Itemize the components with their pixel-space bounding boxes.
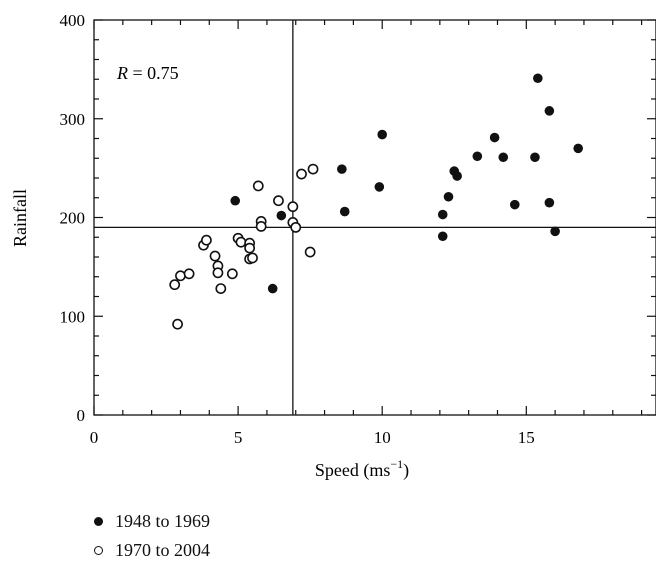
point-1970-2004	[226, 268, 238, 280]
point-1970-2004	[209, 250, 221, 262]
point-1948-1969	[230, 195, 241, 206]
legend-label: 1970 to 2004	[115, 540, 211, 560]
point-1970-2004	[212, 267, 224, 279]
point-1970-2004	[307, 163, 319, 175]
y-tick-label: 400	[60, 11, 86, 30]
point-1970-2004	[273, 195, 284, 207]
point-1970-2004	[169, 279, 181, 291]
point-1970-2004	[235, 236, 247, 248]
point-1948-1969	[437, 231, 448, 242]
point-1948-1969	[530, 152, 540, 163]
y-tick-label: 200	[60, 209, 86, 228]
point-1948-1969	[374, 182, 385, 192]
point-1970-2004	[304, 246, 316, 258]
point-1970-2004	[252, 180, 264, 192]
point-1970-2004	[287, 201, 299, 213]
point-1948-1969	[550, 226, 560, 237]
point-1948-1969	[498, 152, 509, 163]
point-1970-2004	[215, 283, 227, 294]
x-tick-label: 0	[90, 428, 99, 447]
point-1948-1969	[339, 206, 350, 217]
filled-circle-marker-icon	[94, 517, 103, 526]
x-tick-label: 5	[234, 428, 243, 447]
point-1948-1969	[452, 171, 462, 181]
point-1970-2004	[290, 221, 302, 233]
legend-item-1970-2004: 1970 to 2004	[94, 540, 210, 561]
point-1948-1969	[533, 73, 543, 84]
open-circle-marker-icon	[94, 546, 103, 555]
point-1948-1969	[276, 210, 287, 221]
point-1948-1969	[437, 209, 448, 220]
point-1970-2004	[247, 252, 258, 264]
legend-item-1948-1969: 1948 to 1969	[94, 511, 210, 532]
point-1948-1969	[489, 132, 500, 143]
point-1970-2004	[183, 268, 195, 280]
point-1970-2004	[255, 220, 267, 232]
point-1970-2004	[244, 242, 256, 254]
point-1948-1969	[544, 106, 555, 116]
y-tick-label: 300	[60, 110, 86, 129]
point-1970-2004	[175, 270, 186, 282]
point-1970-2004	[172, 318, 183, 330]
point-1948-1969	[337, 164, 347, 174]
point-1970-2004	[200, 234, 212, 246]
x-axis-label: Speed (ms−1)	[315, 457, 409, 481]
legend-label: 1948 to 1969	[115, 511, 211, 531]
point-1970-2004	[296, 168, 307, 180]
y-axis-label: Rainfall	[10, 189, 30, 247]
point-1948-1969	[267, 283, 278, 294]
point-1948-1969	[443, 191, 454, 202]
point-1948-1969	[573, 143, 583, 154]
point-1948-1969	[377, 129, 388, 140]
point-1948-1969	[472, 151, 483, 162]
y-tick-label: 0	[77, 406, 86, 425]
x-tick-label: 10	[374, 428, 391, 447]
point-1948-1969	[509, 199, 520, 210]
correlation-annotation: R = 0.75	[116, 63, 179, 83]
x-tick-label: 15	[518, 428, 535, 447]
point-1948-1969	[544, 197, 555, 208]
y-tick-label: 100	[60, 307, 86, 326]
